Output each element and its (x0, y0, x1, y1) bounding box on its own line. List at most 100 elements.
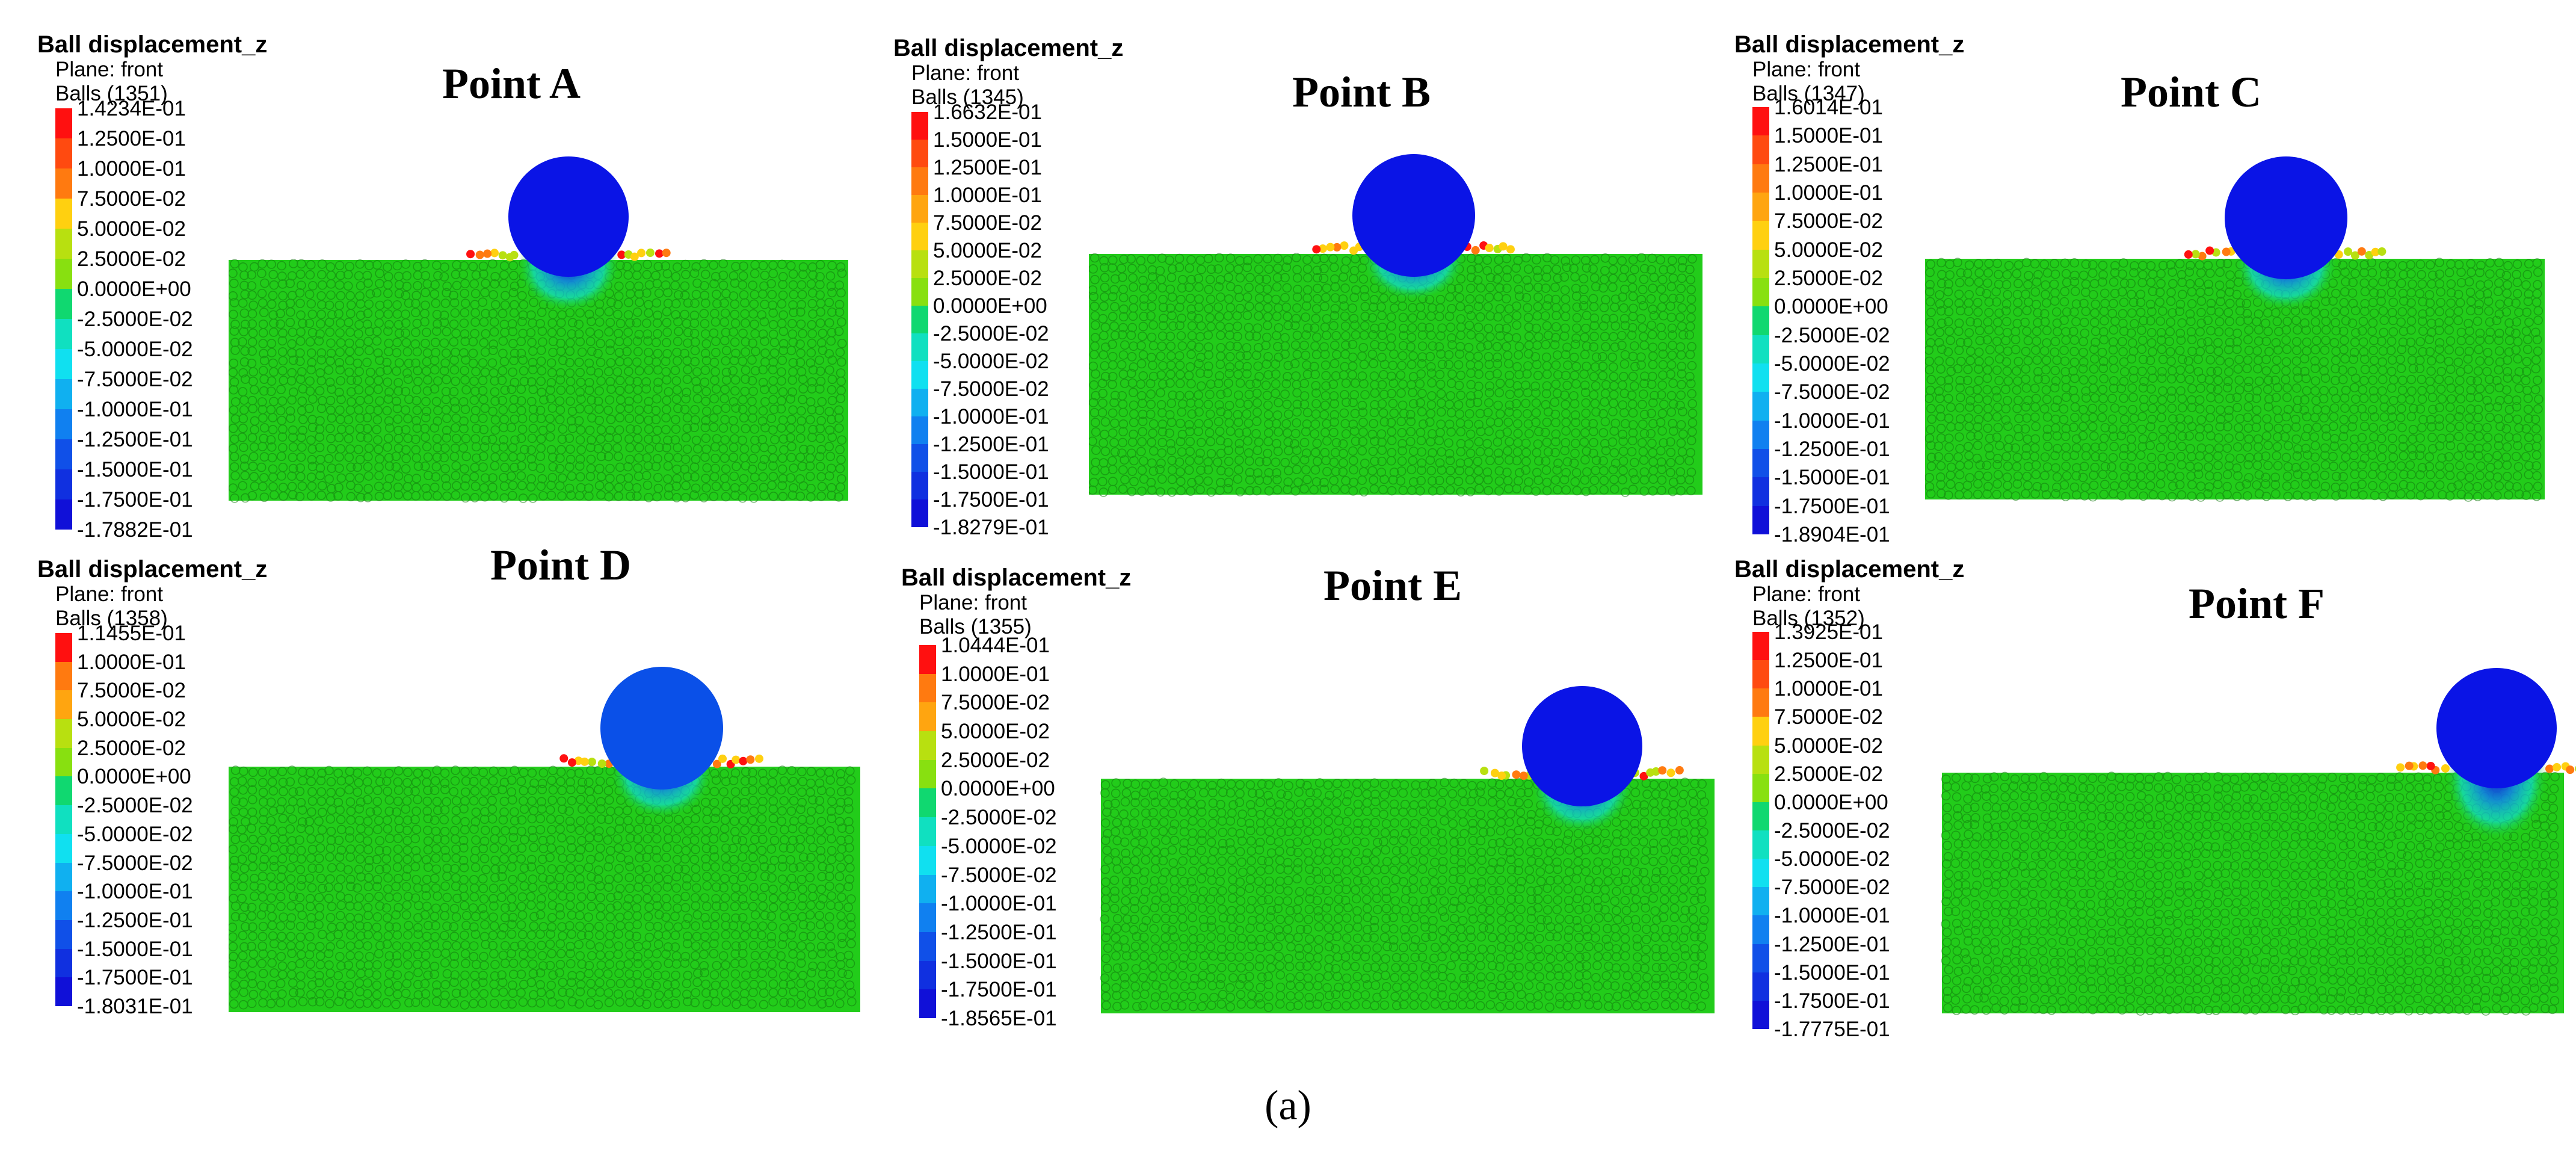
colorbar-tick-label: -7.5000E-02 (933, 377, 1049, 401)
colorbar-segment (1752, 277, 1769, 307)
legend-title: Ball displacement_z (893, 35, 1124, 61)
particle-texture (229, 259, 847, 503)
colorbar-tick-label: 1.5000E-01 (933, 128, 1042, 152)
legend-title: Ball displacement_z (1734, 556, 1965, 583)
colorbar-segment (1752, 745, 1769, 774)
colorbar-segment (55, 633, 72, 662)
panel-title: Point A (442, 60, 581, 108)
colorbar-segment (1752, 688, 1769, 717)
colorbar-tick-label: -1.8031E-01 (77, 995, 193, 1018)
colorbar-segment (911, 416, 928, 444)
legend-title: Ball displacement_z (37, 556, 268, 583)
legend-balls-count: Balls (1358) (55, 607, 168, 630)
figure-caption: (a) (1265, 1083, 1311, 1129)
colorbar-tick-label: -1.8279E-01 (933, 516, 1049, 539)
colorbar-tick-label: -1.2500E-01 (941, 920, 1057, 944)
colorbar-segment (1752, 221, 1769, 250)
indenter-sphere (1352, 154, 1475, 277)
legend-plane: Plane: front (55, 583, 163, 606)
panel-title: Point F (2189, 580, 2325, 628)
colorbar-tick-label: -5.0000E-02 (941, 834, 1057, 858)
colorbar-tick-label: -7.5000E-02 (1774, 876, 1890, 900)
colorbar-tick-label: 2.5000E-02 (77, 247, 186, 271)
colorbar-segment (919, 645, 936, 674)
colorbar-segment (1752, 107, 1769, 136)
colorbar-segment (1752, 632, 1769, 661)
colorbar-segment (55, 319, 72, 349)
colorbar-tick-label: -1.2500E-01 (77, 908, 193, 932)
colorbar-tick-label: 1.2500E-01 (933, 156, 1042, 179)
simulation-scene (229, 667, 860, 1012)
colorbar-tick-label: -2.5000E-02 (1774, 819, 1890, 842)
colorbar-tick-label: -5.0000E-02 (77, 822, 193, 846)
colorbar-tick-label: -1.5000E-01 (941, 949, 1057, 973)
colorbar-tick-label: 0.0000E+00 (77, 277, 191, 301)
colorbar-tick-label: -2.5000E-02 (77, 308, 193, 331)
colorbar-tick-label: -1.0000E-01 (1774, 904, 1890, 928)
colorbar-segment (55, 138, 72, 168)
colorbar-tick-label: 2.5000E-02 (1774, 762, 1883, 786)
colorbar (55, 108, 72, 530)
colorbar-segment (55, 862, 72, 892)
colorbar-segment (911, 472, 928, 499)
colorbar-segment (1752, 717, 1769, 746)
simulation-scene (1100, 686, 1715, 1013)
colorbar-tick-label: 5.0000E-02 (77, 708, 186, 732)
colorbar-tick-label: 7.5000E-02 (933, 211, 1042, 235)
colorbar-segment (55, 259, 72, 289)
colorbar-tick-label: 1.2500E-01 (77, 127, 186, 150)
colorbar-tick-label: -1.7500E-01 (1774, 989, 1890, 1013)
colorbar-tick-label: -1.7500E-01 (941, 978, 1057, 1002)
colorbar-tick-label: -1.0000E-01 (941, 892, 1057, 916)
colorbar-segment (55, 948, 72, 978)
colorbar-segment (1752, 802, 1769, 830)
colorbar-segment (1752, 944, 1769, 972)
panel-title: Point E (1323, 561, 1462, 610)
colorbar-segment (911, 167, 928, 195)
colorbar-segment (1752, 335, 1769, 363)
colorbar-tick-label: -2.5000E-02 (1774, 323, 1890, 347)
colorbar-segment (1752, 192, 1769, 221)
colorbar-tick-label: 1.2500E-01 (1774, 649, 1883, 673)
colorbar-tick-label: -1.2500E-01 (933, 433, 1049, 456)
colorbar-segment (55, 499, 72, 530)
legend-balls-count: Balls (1347) (1752, 82, 1865, 105)
colorbar-tick-label: 2.5000E-02 (941, 748, 1050, 772)
colorbar-segment (911, 112, 928, 140)
colorbar-segment (919, 932, 936, 961)
colorbar-segment (1752, 773, 1769, 802)
colorbar-tick-label: 7.5000E-02 (1774, 705, 1883, 729)
colorbar-tick-label: -2.5000E-02 (933, 322, 1049, 345)
colorbar-tick-label: -1.7882E-01 (77, 518, 193, 542)
particle-texture (1100, 777, 1710, 1012)
colorbar-tick-label: -1.2500E-01 (77, 428, 193, 451)
colorbar-segment (919, 731, 936, 760)
colorbar-tick-label: -1.2500E-01 (1774, 932, 1890, 956)
colorbar-segment (919, 702, 936, 732)
colorbar-segment (1752, 830, 1769, 859)
colorbar-tick-label: -7.5000E-02 (77, 368, 193, 391)
colorbar-tick-label: 0.0000E+00 (1774, 295, 1888, 319)
colorbar-segment (1752, 660, 1769, 689)
colorbar-segment (55, 349, 72, 379)
colorbar-tick-label: 1.1455E-01 (77, 622, 186, 645)
colorbar-tick-label: 1.0000E-01 (1774, 677, 1883, 701)
simulation-scene (1941, 668, 2576, 1016)
colorbar-segment (55, 409, 72, 439)
colorbar-tick-label: -1.0000E-01 (77, 880, 193, 904)
colorbar-tick-label: -1.5000E-01 (933, 460, 1049, 484)
colorbar-tick-label: 0.0000E+00 (941, 777, 1055, 801)
colorbar-tick-label: -5.0000E-02 (1774, 352, 1890, 376)
colorbar-segment (55, 661, 72, 691)
colorbar-segment (55, 776, 72, 806)
colorbar-tick-label: 1.0000E-01 (77, 157, 186, 181)
colorbar-segment (1752, 972, 1769, 1001)
colorbar-segment (911, 361, 928, 389)
colorbar-segment (911, 306, 928, 333)
colorbar-tick-label: 1.0000E-01 (933, 184, 1042, 207)
colorbar-tick-label: -1.0000E-01 (77, 398, 193, 421)
colorbar (1752, 632, 1769, 1029)
colorbar-segment (55, 977, 72, 1006)
colorbar-tick-label: -1.7500E-01 (77, 488, 193, 512)
colorbar-segment (911, 444, 928, 472)
